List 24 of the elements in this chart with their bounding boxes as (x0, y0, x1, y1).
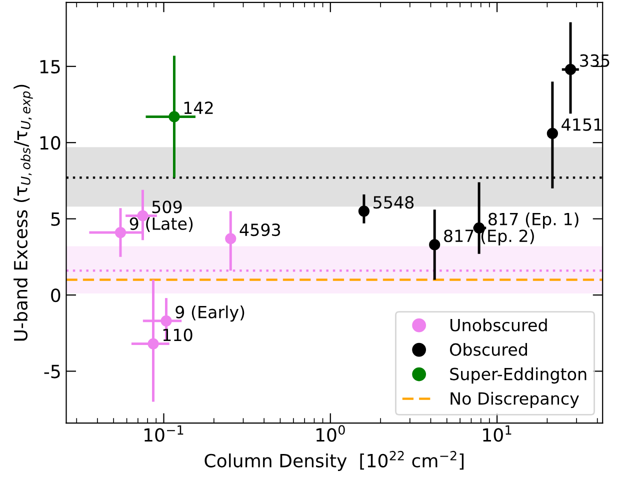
y-tick-label: -5 (44, 364, 60, 378)
annotation: 4151 (562, 118, 602, 131)
y-tick-label: 15 (40, 60, 60, 74)
x-tick-label: 10$^{0}$ (316, 425, 345, 442)
annotation: 142 (184, 102, 213, 114)
annotation: 509 (152, 200, 182, 214)
legend-label: Unobscured (450, 318, 547, 332)
legend-label: Obscured (450, 342, 527, 356)
x-tick-label: 10$^{1}$ (483, 425, 512, 442)
x-axis-title: Column Density [10$^{22}$ cm$^{−2}$] (204, 450, 464, 471)
annotation: 817 (Ep. 2) (444, 229, 534, 246)
annotation: 9 (Late) (130, 217, 193, 232)
y-tick-label: 5 (51, 212, 60, 226)
annotation: 4593 (240, 223, 280, 236)
annotation: 817 (Ep. 1) (488, 212, 578, 229)
annotation: 5548 (374, 196, 414, 209)
x-tick-label: 10$^{−1}$ (144, 425, 184, 442)
annotation: 9 (Early) (176, 305, 244, 322)
annotation: 110 (163, 328, 192, 342)
legend-label: No Discrepancy (450, 392, 579, 408)
legend-label: Super-Eddington (450, 367, 586, 384)
y-axis-title: U-band Excess (τ$_{U,obs}$/τ$_{U,exp}$) (14, 84, 33, 341)
y-tick-label: 10 (40, 136, 60, 150)
y-tick-label: 0 (51, 288, 60, 302)
